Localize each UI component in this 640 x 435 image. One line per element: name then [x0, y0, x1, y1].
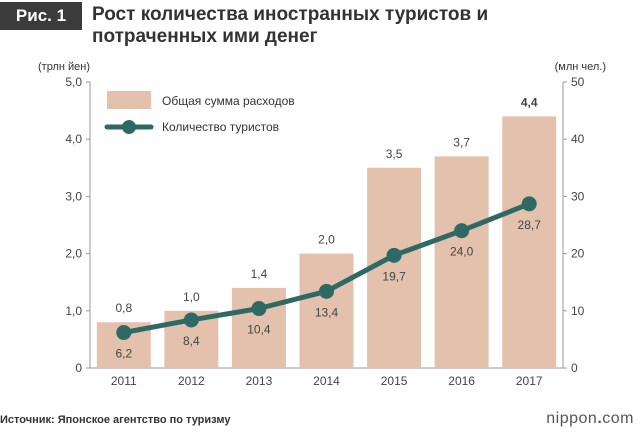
- left-tick-label: 1,0: [65, 304, 82, 318]
- bar: [367, 167, 422, 368]
- legend-bar-swatch: [107, 91, 151, 109]
- left-tick-label: 4,0: [65, 132, 82, 146]
- chart-title: Рост количества иностранных туристов и п…: [92, 4, 632, 48]
- tourists-value-label: 6,2: [115, 347, 132, 361]
- x-tick-label: 2011: [111, 374, 137, 388]
- tourists-value-label: 13,4: [315, 305, 339, 319]
- source-note: Источник: Японское агентство по туризму: [0, 414, 231, 426]
- brand-logo: nippon.com: [546, 410, 634, 428]
- bar-value-label: 1,4: [251, 267, 268, 281]
- figure-badge: Рис. 1: [0, 2, 82, 30]
- tourists-value-label: 10,4: [247, 323, 271, 337]
- left-tick-label: 5,0: [65, 75, 82, 89]
- brand-dot: .: [597, 410, 603, 427]
- bar: [434, 156, 489, 368]
- right-tick-label: 10: [571, 304, 585, 318]
- tourists-value-label: 8,4: [183, 334, 200, 348]
- left-tick-label: 3,0: [65, 189, 82, 203]
- legend-line-marker: [122, 120, 136, 134]
- x-tick-label: 2013: [246, 374, 273, 388]
- bar-value-label: 1,0: [183, 290, 200, 304]
- tourists-value-label: 24,0: [450, 245, 474, 259]
- left-tick-label: 2,0: [65, 247, 82, 261]
- chart-title-line-1: Рост количества иностранных туристов и: [92, 4, 489, 25]
- right-axis-unit: (млн чел.): [555, 61, 606, 73]
- brand-prefix: nippon: [546, 410, 598, 427]
- right-tick-label: 30: [571, 189, 585, 203]
- left-axis-unit: (трлн йен): [38, 61, 90, 73]
- tourists-point: [251, 301, 267, 317]
- bar-value-label: 3,5: [386, 147, 403, 161]
- tourists-value-label: 28,7: [518, 218, 542, 232]
- chart-title-line-2: потраченных ими денег: [92, 26, 318, 47]
- tourists-point: [116, 325, 132, 341]
- legend-bar-label: Общая сумма расходов: [162, 94, 295, 108]
- bar-value-label: 2,0: [318, 233, 335, 247]
- x-tick-label: 2015: [381, 374, 408, 388]
- tourists-point: [521, 196, 537, 212]
- x-tick-label: 2017: [516, 374, 543, 388]
- right-tick-label: 40: [571, 132, 585, 146]
- tourists-point: [454, 223, 470, 239]
- tourists-point: [386, 247, 402, 263]
- tourists-point: [183, 312, 199, 328]
- right-tick-label: 20: [571, 247, 585, 261]
- brand-suffix: com: [602, 410, 634, 427]
- bar-value-label: 4,4: [521, 95, 538, 109]
- x-tick-label: 2016: [448, 374, 475, 388]
- bar-value-label: 0,8: [115, 301, 132, 315]
- tourists-point: [319, 283, 334, 299]
- right-tick-label: 50: [571, 75, 585, 89]
- tourists-value-label: 19,7: [382, 269, 406, 283]
- x-tick-label: 2012: [178, 374, 205, 388]
- left-tick-label: 0: [75, 361, 82, 375]
- legend-line-label: Количество туристов: [162, 120, 279, 134]
- x-tick-label: 2014: [313, 374, 340, 388]
- chart-canvas: (трлн йен) (млн чел.) 0 0 1,0 10 2,0 20 3,0 30 4,0…: [38, 61, 606, 388]
- bar-value-label: 3,7: [453, 135, 470, 149]
- right-tick-label: 0: [571, 361, 578, 375]
- bar: [299, 253, 354, 368]
- bar: [502, 116, 557, 368]
